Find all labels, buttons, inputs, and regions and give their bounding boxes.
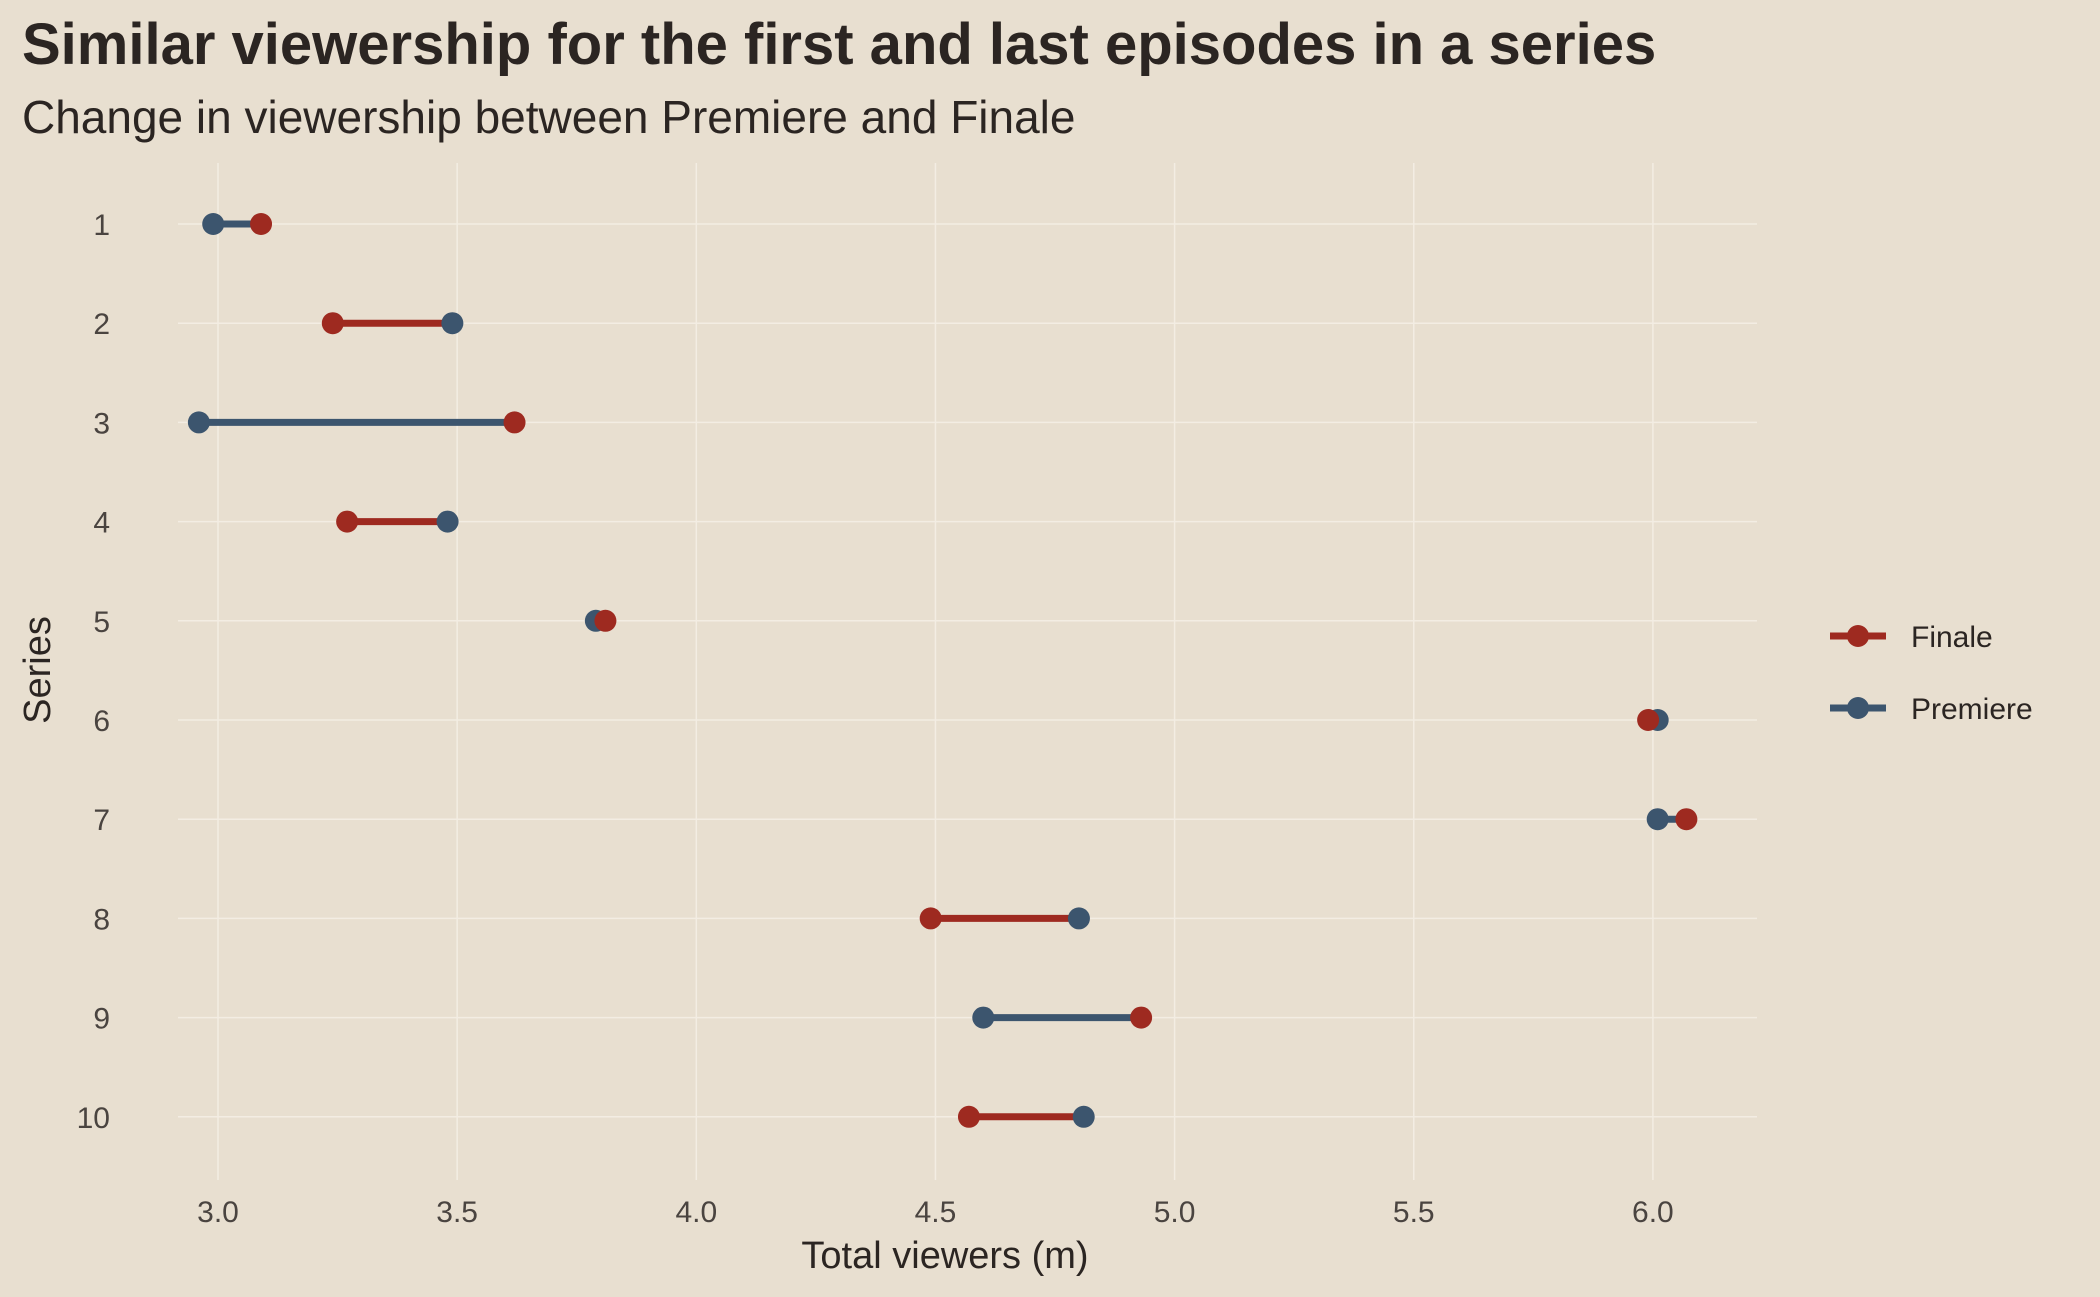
finale-point-series-6	[1637, 709, 1660, 731]
y-tick-label: 7	[93, 804, 110, 837]
x-tick-label: 4.0	[675, 1196, 717, 1229]
y-axis-label: Series	[17, 616, 59, 724]
finale-point-series-7	[1675, 808, 1698, 831]
y-tick-label: 10	[77, 1102, 110, 1135]
y-tick-label: 9	[93, 1003, 110, 1036]
premiere-point-series-1	[202, 213, 225, 235]
finale-point-series-10	[957, 1105, 980, 1128]
chart-subtitle: Change in viewership between Premiere an…	[22, 91, 1076, 143]
premiere-point-series-9	[972, 1006, 995, 1029]
x-tick-label: 6.0	[1632, 1196, 1674, 1229]
legend-marker-finale	[1847, 625, 1869, 647]
legend: Finale Premiere	[1830, 621, 2033, 726]
finale-point-series-9	[1130, 1006, 1153, 1029]
y-tick-label: 8	[93, 903, 110, 936]
finale-point-series-3	[503, 411, 526, 434]
finale-point-series-2	[321, 312, 344, 335]
y-axis-ticks: 1 2 3 4 5 6 7 8 9 10	[77, 209, 110, 1135]
x-axis-label: Total viewers (m)	[801, 1235, 1088, 1277]
y-tick-label: 6	[93, 705, 110, 738]
y-tick-label: 1	[93, 209, 110, 242]
premiere-point-series-2	[441, 312, 464, 335]
x-tick-label: 3.0	[197, 1196, 239, 1229]
chart-title: Similar viewership for the first and las…	[22, 12, 1656, 77]
dumbbell-marks	[187, 213, 1698, 1128]
premiere-point-series-7	[1646, 808, 1669, 831]
finale-point-series-5	[594, 609, 617, 632]
y-tick-label: 5	[93, 606, 110, 639]
y-tick-label: 2	[93, 308, 110, 341]
y-tick-label: 4	[93, 507, 110, 540]
premiere-point-series-4	[436, 510, 459, 533]
premiere-point-series-10	[1072, 1105, 1095, 1128]
x-tick-label: 3.5	[436, 1196, 478, 1229]
finale-point-series-1	[250, 213, 273, 235]
finale-point-series-8	[919, 907, 942, 930]
x-axis-ticks: 3.0 3.5 4.0 4.5 5.0 5.5 6.0	[197, 1196, 1674, 1229]
finale-point-series-4	[336, 510, 359, 533]
x-tick-label: 4.5	[915, 1196, 957, 1229]
x-tick-label: 5.0	[1154, 1196, 1196, 1229]
x-tick-label: 5.5	[1393, 1196, 1435, 1229]
y-tick-label: 3	[93, 407, 110, 440]
grid-layer	[178, 163, 1757, 1180]
legend-label-premiere: Premiere	[1911, 693, 2033, 726]
legend-marker-premiere	[1847, 697, 1869, 719]
premiere-point-series-8	[1067, 907, 1090, 930]
premiere-point-series-3	[187, 411, 210, 434]
legend-label-finale: Finale	[1911, 621, 1993, 654]
